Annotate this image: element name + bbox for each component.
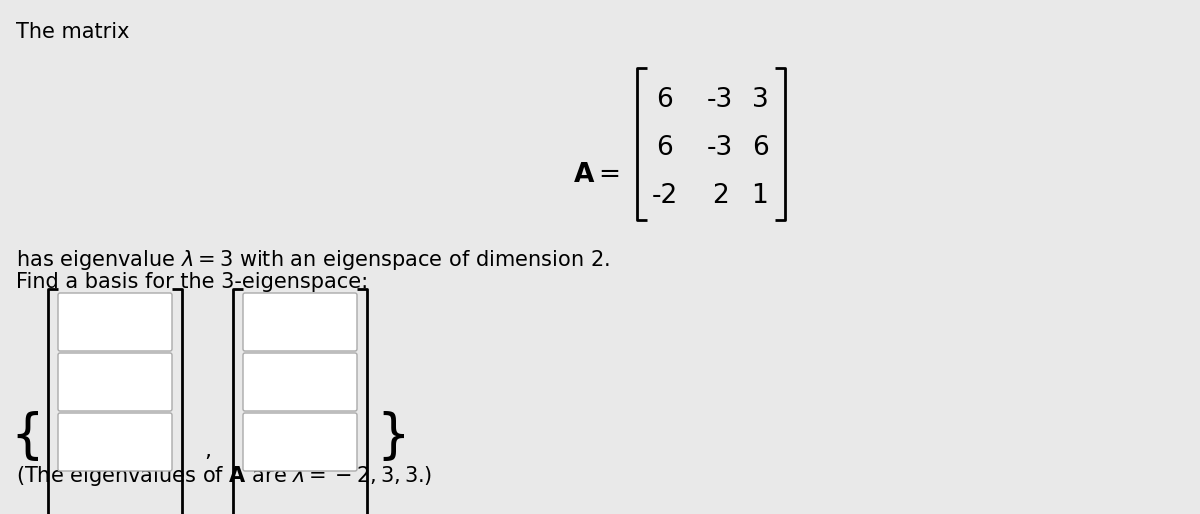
FancyBboxPatch shape (58, 293, 172, 351)
FancyBboxPatch shape (242, 413, 358, 471)
Text: -3: -3 (707, 135, 733, 161)
FancyBboxPatch shape (242, 353, 358, 411)
FancyBboxPatch shape (58, 353, 172, 411)
Text: 6: 6 (656, 135, 673, 161)
Text: ,: , (204, 441, 211, 461)
Text: 3: 3 (751, 87, 768, 113)
FancyBboxPatch shape (242, 293, 358, 351)
Text: $\}$: $\}$ (376, 409, 404, 463)
Text: 6: 6 (751, 135, 768, 161)
Text: $\{$: $\{$ (11, 409, 40, 463)
Text: -3: -3 (707, 87, 733, 113)
Text: 6: 6 (656, 87, 673, 113)
Text: $\mathbf{A} = $: $\mathbf{A} = $ (574, 162, 620, 188)
Text: has eigenvalue $\lambda = 3$ with an eigenspace of dimension 2.: has eigenvalue $\lambda = 3$ with an eig… (16, 248, 610, 272)
Text: Find a basis for the 3-eigenspace:: Find a basis for the 3-eigenspace: (16, 272, 368, 292)
Text: -2: -2 (652, 183, 678, 209)
FancyBboxPatch shape (58, 413, 172, 471)
Text: 2: 2 (712, 183, 728, 209)
Text: 1: 1 (751, 183, 768, 209)
Text: The matrix: The matrix (16, 22, 130, 42)
Text: (The eigenvalues of $\mathbf{A}$ are $\lambda = -2, 3, 3$.): (The eigenvalues of $\mathbf{A}$ are $\l… (16, 464, 432, 488)
